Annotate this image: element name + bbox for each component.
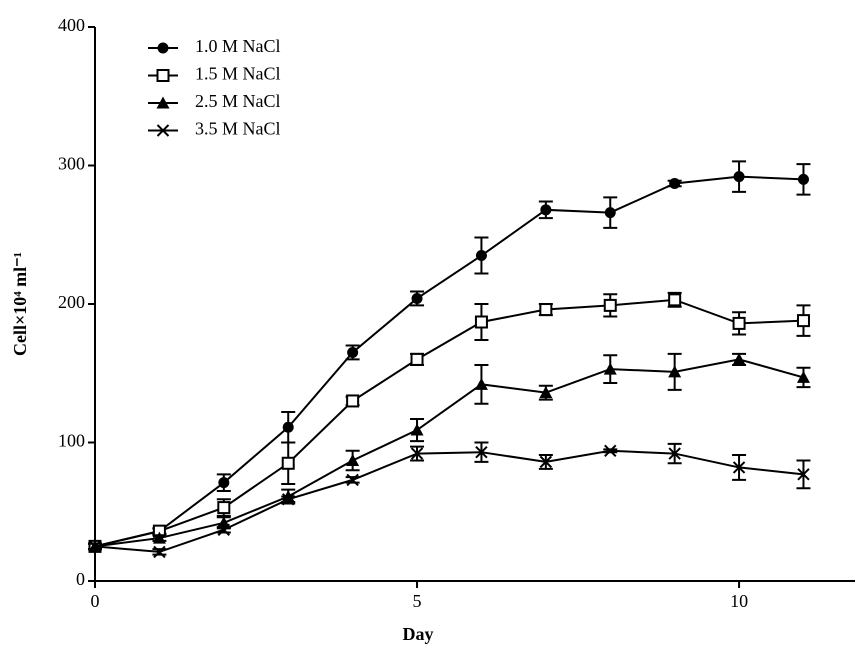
marker — [603, 362, 617, 375]
marker — [539, 303, 553, 317]
series-line — [94, 175, 804, 548]
marker — [796, 370, 810, 383]
marker — [153, 545, 166, 559]
marker — [604, 207, 616, 219]
marker — [732, 316, 746, 330]
marker — [282, 493, 295, 506]
marker — [152, 531, 166, 544]
marker — [88, 540, 102, 553]
y-tick-label: 0 — [76, 569, 85, 589]
y-tick-label: 200 — [58, 292, 85, 312]
y-tick-label: 300 — [58, 154, 85, 174]
marker — [410, 352, 424, 366]
marker — [346, 454, 360, 467]
legend-marker — [156, 69, 170, 82]
marker — [474, 315, 488, 329]
series-line — [94, 449, 804, 553]
marker — [474, 377, 488, 390]
legend-label: 1.0 M NaCl — [195, 36, 281, 56]
legend-marker — [156, 124, 170, 137]
marker — [217, 523, 231, 536]
marker — [217, 501, 231, 515]
legend-label: 2.5 M NaCl — [195, 91, 281, 111]
marker — [603, 298, 617, 312]
marker — [539, 386, 553, 399]
x-axis-label: Day — [403, 624, 434, 644]
marker — [282, 421, 294, 433]
legend-label: 1.5 M NaCl — [195, 64, 281, 84]
y-tick-label: 100 — [58, 431, 85, 451]
x-tick-label: 5 — [413, 591, 422, 611]
marker — [539, 455, 553, 469]
marker — [475, 445, 488, 459]
legend-marker — [157, 42, 169, 54]
y-tick-label: 400 — [58, 15, 85, 35]
y-axis-label: Cell×10⁴ ml⁻¹ — [10, 252, 30, 356]
marker — [410, 447, 424, 460]
marker — [346, 473, 359, 487]
marker — [346, 394, 360, 408]
legend-marker — [156, 96, 170, 109]
marker — [281, 456, 295, 470]
marker — [668, 293, 682, 307]
marker — [475, 250, 487, 262]
marker — [410, 423, 424, 436]
legend-label: 3.5 M NaCl — [195, 119, 281, 139]
series-line — [94, 298, 804, 548]
marker — [732, 461, 746, 474]
marker — [347, 346, 359, 358]
marker — [797, 468, 810, 481]
marker — [604, 444, 617, 458]
marker — [797, 173, 809, 185]
marker — [732, 352, 746, 365]
marker — [218, 477, 230, 489]
series-line — [94, 358, 804, 548]
x-tick-label: 10 — [730, 591, 748, 611]
marker — [669, 178, 681, 190]
marker — [668, 365, 682, 378]
marker — [668, 447, 681, 460]
marker — [411, 292, 423, 304]
marker — [796, 314, 810, 328]
marker — [540, 204, 552, 216]
marker — [733, 171, 745, 183]
x-tick-label: 0 — [91, 591, 100, 611]
